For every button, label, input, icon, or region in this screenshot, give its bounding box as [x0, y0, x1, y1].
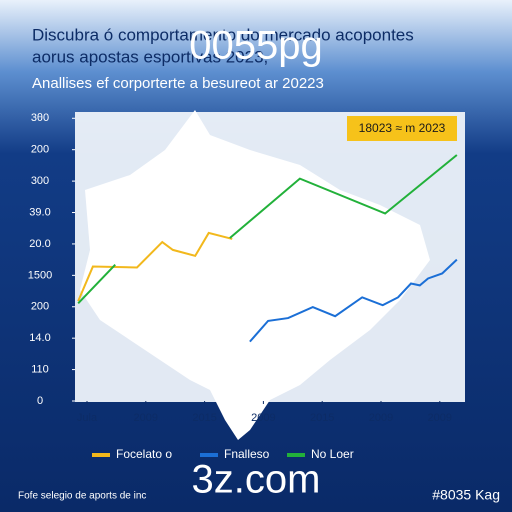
title: Discubra ó comportamento do mercado acop… [32, 25, 414, 44]
y-tick-label: 14.0 [29, 332, 50, 344]
x-tick-label: 2015 [310, 412, 334, 424]
y-tick-label: 39.0 [29, 206, 50, 218]
line [77, 231, 233, 302]
x-tick-label: 2009 [428, 412, 452, 424]
footer-left: Fofe selegio de aports de inc [18, 491, 146, 502]
y-tick-label: 1500 [28, 269, 52, 281]
x-tick-label: 2009 [369, 412, 393, 424]
subtitle: Anallises ef corporterte a besureot ar 2… [32, 75, 324, 92]
watermark-bottom: 3z.com [192, 458, 321, 502]
footer-right: #8035 Kag [432, 487, 500, 503]
line [77, 154, 458, 304]
x-tick-label: 2009 [251, 412, 275, 424]
title-line: aorus apostas esportivas 2023, [32, 47, 268, 66]
annotation: 18023 ≈ m 2023 [359, 121, 446, 135]
y-tick-label: 20.0 [29, 238, 50, 250]
legend-label: Focelato o [116, 447, 172, 461]
y-tick-label: 0 [37, 395, 43, 407]
legend-label: Fnalleso [224, 447, 270, 461]
legend-label: No Loer [311, 447, 354, 461]
y-tick-label: 3θ0 [31, 112, 49, 124]
y-tick-label: 110 [31, 363, 49, 375]
y-tick-label: 200 [31, 301, 49, 313]
y-tick-label: 200 [31, 144, 49, 156]
x-tick-label: 2015 [192, 412, 216, 424]
x-tick-label: Jula [77, 412, 98, 424]
y-tick-label: 300 [31, 175, 49, 187]
line [249, 258, 458, 343]
x-tick-label: 2009 [134, 412, 158, 424]
annotation-box [347, 116, 457, 141]
watermark: 0055pg [189, 24, 322, 68]
map-shape [80, 110, 430, 440]
